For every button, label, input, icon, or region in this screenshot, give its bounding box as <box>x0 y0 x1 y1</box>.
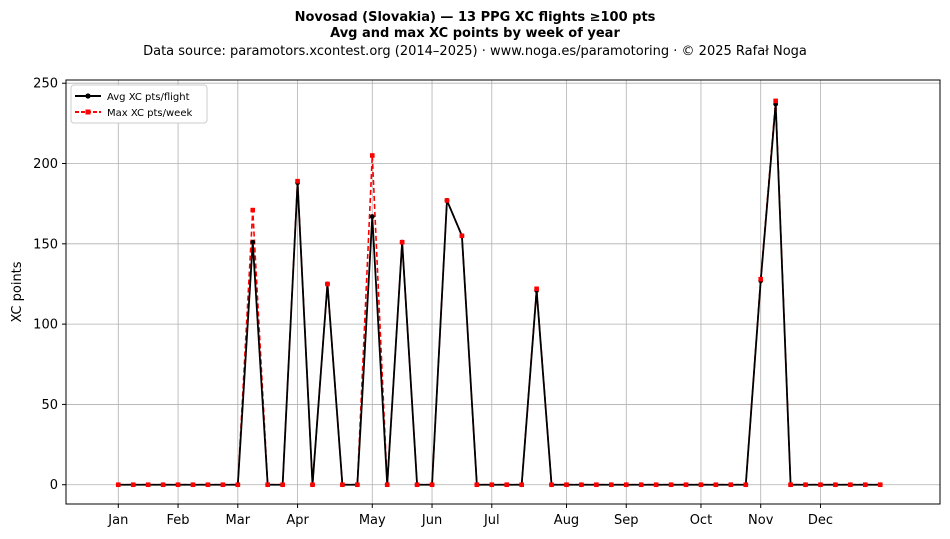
max-point <box>698 482 704 488</box>
max-point <box>474 482 480 488</box>
max-point <box>444 198 450 203</box>
y-tick-label: 200 <box>33 157 58 172</box>
y-tick-label: 250 <box>33 77 58 92</box>
max-point <box>803 482 808 488</box>
max-point <box>713 482 719 488</box>
max-point <box>743 482 749 488</box>
legend-avg-label: Avg XC pts/flight <box>107 92 190 103</box>
plot-frame <box>65 79 941 505</box>
chart-title: Novosad (Slovakia) — 13 PPG XC flights ≥… <box>295 10 656 25</box>
y-tick-label: 50 <box>41 398 58 413</box>
legend: Avg XC pts/flight Max XC pts/week <box>70 84 208 124</box>
axis-ticks: 0 50 100 150 200 250 Jan Feb Mar Apr May Jun Jul Aug S… <box>33 77 833 528</box>
x-tick-label: Feb <box>167 513 190 528</box>
avg-point <box>250 239 256 245</box>
x-tick-label: Dec <box>808 513 833 528</box>
max-point <box>220 482 226 488</box>
max-point <box>848 482 853 488</box>
max-point <box>369 153 375 158</box>
max-point <box>579 482 584 488</box>
max-point <box>833 482 838 488</box>
max-point <box>519 482 524 488</box>
series-max-line <box>118 100 881 486</box>
avg-point <box>369 214 375 219</box>
max-point <box>489 482 495 488</box>
max-point <box>250 207 256 213</box>
max-point <box>265 482 270 488</box>
max-point <box>534 286 539 292</box>
grid <box>66 80 940 504</box>
max-point <box>683 482 689 488</box>
x-tick-label: Nov <box>748 513 774 528</box>
max-point <box>623 482 629 488</box>
max-point <box>504 482 510 488</box>
max-point <box>340 482 345 488</box>
max-point <box>653 482 659 488</box>
legend-avg-marker <box>85 93 91 99</box>
max-point <box>668 482 674 488</box>
max-point <box>384 482 390 488</box>
max-point <box>235 482 241 488</box>
chart-source: Data source: paramotors.xcontest.org (20… <box>143 44 807 59</box>
max-point <box>758 276 764 282</box>
max-point <box>877 482 883 488</box>
y-tick-label: 0 <box>50 478 58 493</box>
max-point <box>130 482 136 488</box>
max-point <box>115 482 121 488</box>
max-point <box>429 482 435 488</box>
max-point <box>728 482 734 488</box>
max-point <box>773 98 778 104</box>
x-tick-label: Apr <box>286 513 309 528</box>
x-tick-label: Mar <box>226 513 251 528</box>
max-point <box>205 482 211 488</box>
max-point <box>459 233 465 239</box>
max-point <box>414 482 420 488</box>
max-point <box>564 482 569 488</box>
max-point <box>310 482 315 488</box>
max-point <box>862 482 868 488</box>
max-point <box>638 482 644 488</box>
series-lines <box>115 98 883 488</box>
max-point <box>325 281 330 287</box>
x-tick-label: May <box>359 513 386 528</box>
x-tick-label: Jun <box>421 513 442 528</box>
x-tick-label: Jan <box>107 513 128 528</box>
max-point <box>818 482 823 488</box>
max-point <box>609 482 614 488</box>
max-point <box>788 482 793 488</box>
max-point <box>399 239 405 245</box>
series-avg-line <box>118 103 881 486</box>
max-point <box>280 482 285 488</box>
y-tick-label: 100 <box>33 318 58 333</box>
max-point <box>594 482 599 488</box>
x-tick-label: Oct <box>690 513 712 528</box>
max-point <box>145 482 151 488</box>
x-tick-label: Sep <box>614 513 639 528</box>
y-axis-label: XC points <box>10 261 25 322</box>
x-tick-label: Aug <box>554 513 579 528</box>
legend-max-label: Max XC pts/week <box>107 108 192 119</box>
legend-max-marker <box>85 109 91 115</box>
max-point <box>160 482 166 488</box>
max-point <box>190 482 196 488</box>
max-point <box>175 482 181 488</box>
max-point <box>355 482 360 488</box>
chart-subtitle: Avg and max XC points by week of year <box>330 26 620 41</box>
max-point <box>549 482 554 488</box>
max-point <box>295 178 300 184</box>
y-tick-label: 150 <box>33 237 58 252</box>
legend-box <box>70 84 208 124</box>
x-tick-label: Jul <box>483 513 500 528</box>
